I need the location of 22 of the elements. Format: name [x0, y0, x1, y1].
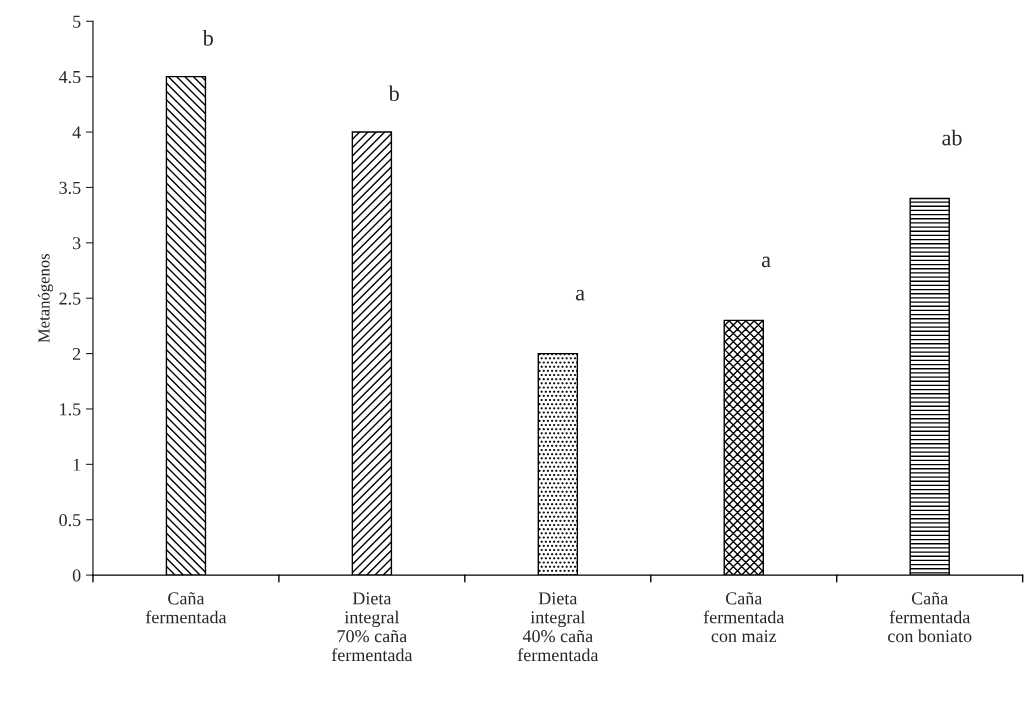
y-tick-label: 0 — [72, 569, 81, 582]
annotation: b — [388, 85, 399, 102]
annotation: a — [575, 289, 585, 301]
annotation: b — [202, 30, 213, 46]
annotation: a — [761, 256, 771, 268]
y-tick-label: 4 — [72, 126, 81, 139]
y-axis-title: Metanógenos — [37, 253, 54, 343]
y-tick-label: 4.5 — [58, 71, 81, 84]
y-tick-label: 5 — [73, 15, 81, 28]
x-tick-label: Caña fermentada — [145, 592, 227, 624]
x-tick-label: Dieta integral 70% caña fermentada — [331, 592, 413, 662]
y-tick-label: 2.5 — [59, 292, 81, 305]
y-tick-label: 2 — [72, 347, 81, 360]
y-tick-label: 1.5 — [60, 403, 81, 416]
y-tick-label: 3.5 — [59, 181, 81, 194]
y-tick-label: 3 — [73, 237, 81, 250]
x-tick-label: Dieta integral 40% caña fermentada — [517, 592, 599, 662]
y-tick-label: 0.5 — [59, 513, 81, 527]
annotation: ab — [942, 129, 962, 146]
x-tick-label: Caña fermentada con maiz — [703, 592, 785, 643]
x-tick-label: Caña fermentada con boniato — [888, 592, 972, 643]
y-tick-label: 1 — [73, 458, 81, 471]
